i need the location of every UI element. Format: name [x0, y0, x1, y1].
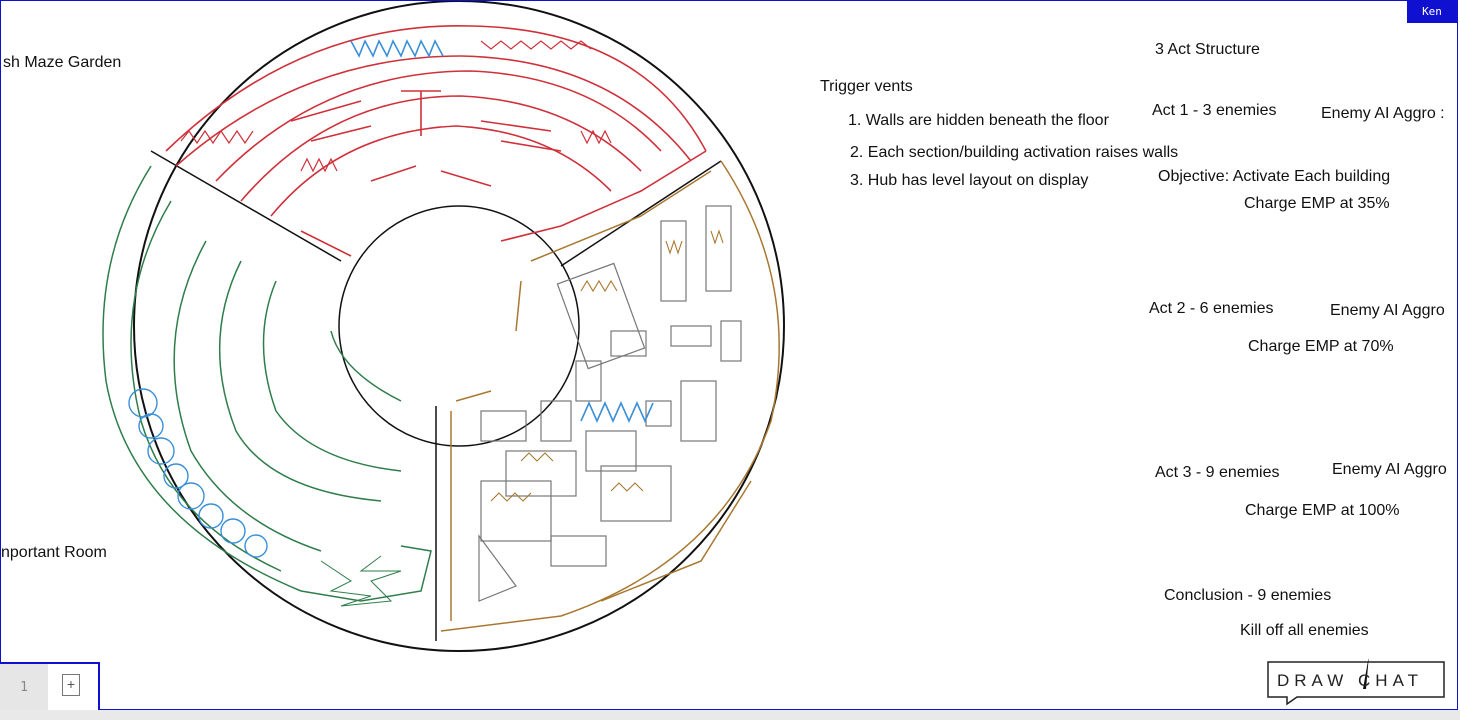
- note-act3-emp: Charge EMP at 100%: [1245, 502, 1400, 519]
- logo-text: DRAW CHAT: [1277, 671, 1424, 690]
- divider-top-left: [150, 150, 342, 262]
- note-item-1: 1. Walls are hidden beneath the floor: [848, 112, 1109, 129]
- blue-scribble-top: [350, 39, 444, 58]
- note-trigger-vents: Trigger vents: [820, 78, 913, 95]
- note-act2: Act 2 - 6 enemies: [1149, 300, 1274, 317]
- building-blocks: [478, 205, 742, 602]
- footer-strip: [0, 710, 1460, 720]
- blue-scribble-center: [580, 401, 654, 423]
- drawchat-logo: DRAW CHAT: [1267, 659, 1445, 705]
- note-act1-emp: Charge EMP at 35%: [1244, 195, 1390, 212]
- add-page-icon[interactable]: +: [62, 674, 80, 696]
- label-important-room: nportant Room: [1, 544, 107, 561]
- red-maze-section: [165, 25, 707, 257]
- note-act2-ai: Enemy AI Aggro: [1330, 302, 1445, 319]
- note-act3: Act 3 - 9 enemies: [1155, 464, 1280, 481]
- red-scribbles: [180, 40, 612, 173]
- note-act3-ai: Enemy AI Aggro: [1332, 461, 1447, 478]
- note-act2-emp: Charge EMP at 70%: [1248, 338, 1394, 355]
- blue-scribble-left: [128, 388, 268, 558]
- note-item-3: 3. Hub has level layout on display: [850, 172, 1089, 189]
- note-act1-objective: Objective: Activate Each building: [1158, 168, 1391, 185]
- user-tag: Ken: [1407, 1, 1457, 23]
- brown-building-section: [440, 160, 780, 632]
- page-bar: 1 +: [0, 662, 100, 712]
- note-conclusion-goal: Kill off all enemies: [1240, 622, 1369, 639]
- note-structure-title: 3 Act Structure: [1155, 41, 1260, 58]
- logo-speech-bubble-icon: [1267, 659, 1445, 705]
- inner-hub: [338, 205, 580, 447]
- note-act1-ai: Enemy AI Aggro :: [1321, 105, 1445, 122]
- green-scribble-bottom: [320, 555, 402, 607]
- brown-scribbles: [490, 229, 724, 502]
- page-number-tab[interactable]: 1: [0, 664, 48, 712]
- note-conclusion: Conclusion - 9 enemies: [1164, 587, 1332, 604]
- outer-ring: [133, 1, 785, 652]
- label-maze-garden: sh Maze Garden: [3, 54, 122, 71]
- green-maze-section: [102, 165, 432, 602]
- divider-top-right: [560, 160, 722, 267]
- note-item-2: 2. Each section/building activation rais…: [850, 144, 1179, 161]
- note-act1: Act 1 - 3 enemies: [1152, 102, 1277, 119]
